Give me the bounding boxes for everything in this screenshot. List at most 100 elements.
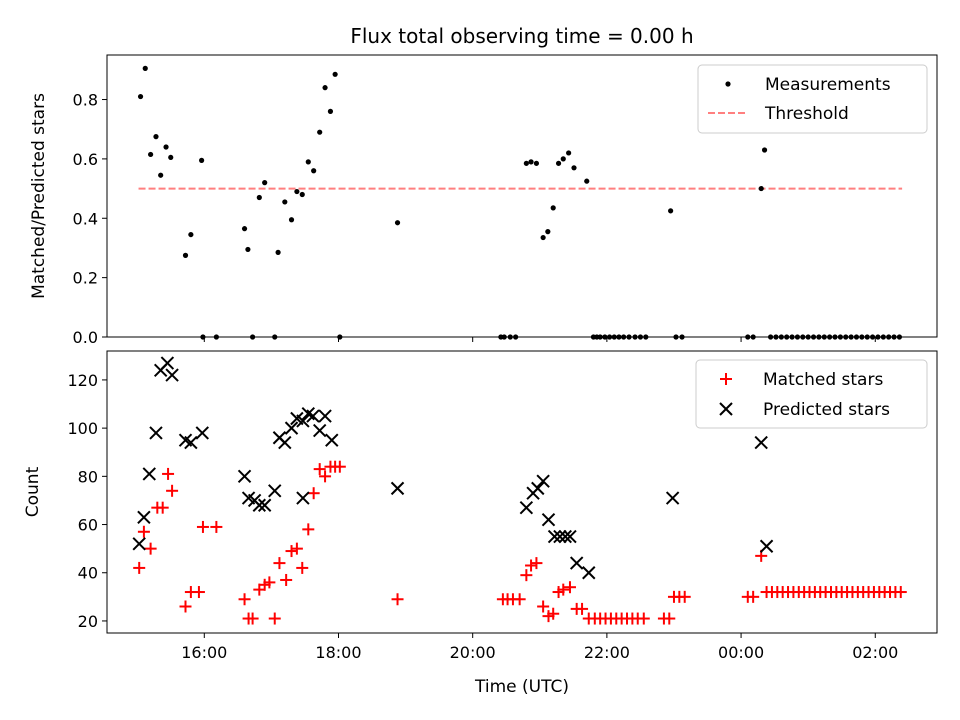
measurement-point [758, 185, 764, 192]
measurement-point [501, 334, 507, 340]
measurement-point [311, 168, 317, 174]
measurement-point [606, 334, 613, 340]
measurement-point [805, 334, 811, 340]
measurement-point [213, 334, 219, 340]
matched-star-point [333, 460, 346, 473]
bottom-axes: 20 40 60 80 100 120 16:00 18:00 20:00 22:00 00:00… [23, 350, 938, 697]
measurement-point [245, 246, 251, 253]
measurement-point [761, 147, 768, 153]
legend-measurements-label: Measurements [765, 75, 891, 95]
measurement-point [773, 334, 779, 340]
measurement-point [560, 156, 566, 162]
measurement-point [550, 205, 556, 211]
measurement-point [241, 226, 248, 232]
matched-star-point [296, 561, 309, 574]
measurement-point [827, 334, 833, 340]
predicted-star-point [237, 469, 252, 484]
measurement-point [299, 191, 305, 198]
matched-star-point [192, 586, 205, 599]
measurement-point [158, 172, 164, 178]
predicted-star-point [160, 356, 175, 370]
measurement-point [528, 159, 534, 165]
predicted-star-point [296, 491, 310, 505]
predicted-star-point [325, 433, 339, 447]
measurement-point [168, 154, 174, 161]
matched-star-point [576, 602, 589, 615]
predicted-star-point [165, 368, 179, 382]
measurement-point [540, 234, 546, 241]
top-legend-box [697, 64, 928, 134]
top-x-ticks [203, 337, 876, 342]
measurement-point [668, 208, 674, 214]
measurement-point [272, 334, 278, 340]
predicted-star-point [318, 409, 332, 423]
measurement-point [643, 334, 649, 340]
measurement-point [571, 165, 577, 171]
y-tick-label: 100 [67, 419, 98, 438]
predicted-star-point [252, 498, 267, 512]
matched-star-point [196, 520, 209, 533]
x-tick-label: 02:00 [852, 643, 898, 662]
predicted-star-point [195, 426, 209, 440]
measurement-point [288, 217, 295, 223]
x-axis-label: Time (UTC) [474, 677, 569, 697]
matched-star-point [285, 545, 298, 558]
measurement-point [869, 334, 876, 340]
matched-star-point [747, 590, 760, 603]
predicted-star-point [547, 529, 562, 544]
measurement-point [816, 334, 822, 340]
legend-measurements-marker [725, 81, 731, 87]
predicted-star-point [137, 510, 151, 525]
y-tick-label: 120 [67, 371, 98, 390]
measurement-point [632, 334, 638, 340]
bottom-legend-box [695, 359, 928, 429]
measurement-point [679, 334, 685, 340]
predicted-star-point [536, 474, 550, 488]
measurement-point [886, 334, 892, 340]
legend-matched-label: Matched stars [763, 370, 883, 390]
measurement-point [843, 334, 849, 340]
measurement-point [137, 93, 144, 100]
measurement-point [621, 334, 627, 340]
measurement-point [673, 334, 679, 340]
measurement-point [523, 160, 529, 166]
x-tick-label: 18:00 [315, 643, 361, 662]
measurement-point [859, 334, 865, 340]
matched-star-point [210, 520, 223, 533]
measurement-point [322, 85, 328, 91]
matched-star-point [263, 576, 276, 589]
predicted-star-point [296, 414, 310, 428]
predicted-star-point [558, 529, 572, 544]
measurement-point [821, 334, 827, 340]
measurement-point [507, 334, 513, 340]
predicted-star-point [531, 481, 545, 496]
measurement-point [153, 134, 159, 140]
measurement-point [626, 334, 632, 340]
measurement-point [332, 71, 338, 77]
y-tick-label: 0.2 [73, 269, 98, 288]
matched-star-point [290, 542, 303, 555]
matched-star-point [894, 586, 907, 599]
matched-star-point [637, 612, 650, 625]
top-plot-frame [106, 54, 938, 338]
measurement-point [875, 334, 881, 340]
legend-predicted-label: Predicted stars [763, 400, 890, 420]
x-tick-label: 20:00 [450, 643, 496, 662]
measurement-point [794, 334, 801, 340]
measurement-point [800, 334, 806, 340]
legend-matched-marker [720, 373, 732, 385]
matched-star-point [307, 487, 320, 500]
measurement-point [188, 231, 194, 238]
matched-star-point [530, 557, 543, 570]
bottom-y-ticks: 20 40 60 80 100 120 [67, 371, 107, 631]
measurement-point [317, 129, 323, 135]
legend-threshold-label: Threshold [764, 104, 849, 124]
predicted-star-point [665, 491, 680, 505]
measurement-point [513, 334, 519, 340]
measurement-point [832, 334, 838, 340]
predicted-star-point [390, 481, 405, 496]
matched-star-point [302, 523, 315, 536]
matched-star-point [547, 607, 560, 620]
measurement-point [275, 249, 281, 255]
predicted-stars-layer [132, 356, 774, 580]
